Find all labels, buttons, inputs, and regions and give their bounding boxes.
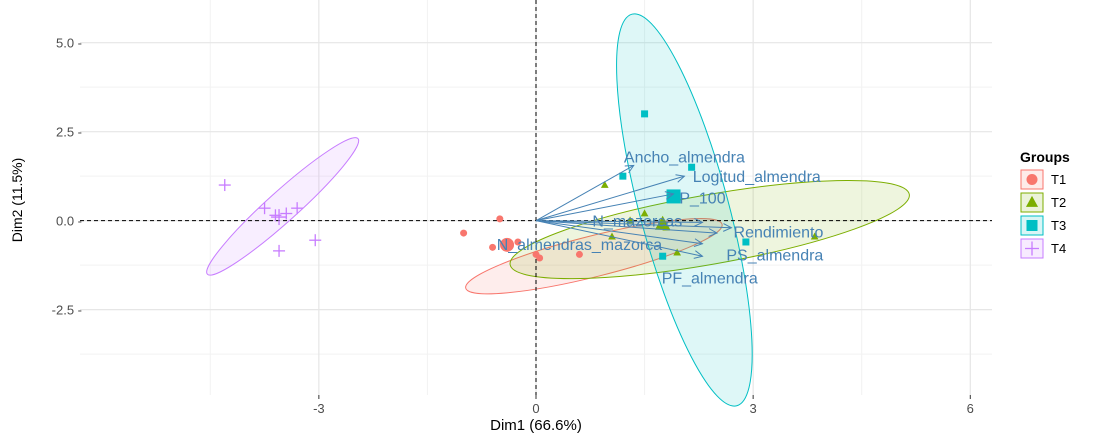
x-axis-title: Dim1 (66.6%) xyxy=(490,417,582,434)
point-t1 xyxy=(575,250,583,258)
legend-label: T2 xyxy=(1051,195,1066,210)
variable-arrows xyxy=(535,164,733,259)
ellipse-t4 xyxy=(206,137,360,276)
legend-title: Groups xyxy=(1020,149,1070,165)
legend-marker xyxy=(1026,174,1038,185)
point-t1 xyxy=(536,254,544,262)
label-n_mazorcas: N_mazorcas xyxy=(592,214,682,231)
group-mean-t1 xyxy=(500,237,515,252)
legend-item-t4: T4 xyxy=(1020,238,1066,259)
x-tick-label: 3 xyxy=(750,401,757,416)
point-t2 xyxy=(640,209,649,217)
point-t3 xyxy=(619,172,627,180)
point-t3 xyxy=(659,252,667,260)
point-t4 xyxy=(291,202,304,215)
label-n_almendras_mazorca: N_almendras_mazorca xyxy=(497,237,663,254)
legend-item-t1: T1 xyxy=(1020,169,1066,190)
legend-label: T1 xyxy=(1051,172,1066,187)
legend-items: T1 T2 T3 T4 xyxy=(1020,169,1066,259)
y-tick-label: 2.5 - xyxy=(56,125,82,140)
label-pf_almendra: PF_almendra xyxy=(662,271,758,288)
variable-labels: Ancho_almendra Logitud_almendra P_100 N_maz… xyxy=(497,150,824,288)
x-tick-label: -3 xyxy=(313,401,325,416)
legend-item-t3: T3 xyxy=(1020,215,1066,236)
legend-marker xyxy=(1025,241,1039,256)
legend-marker xyxy=(1025,195,1039,207)
group-mean-t4 xyxy=(271,209,288,226)
group-mean-t2 xyxy=(654,215,671,230)
arrow-rendimiento xyxy=(535,220,733,232)
y-tick-label: 5.0 - xyxy=(56,36,82,51)
point-t2 xyxy=(810,232,819,240)
y-tick-label: -2.5 - xyxy=(52,303,82,318)
arrow-p_100 xyxy=(535,191,675,222)
legend: Groups T1 T2 T3 T4 xyxy=(1020,149,1070,259)
point-t3 xyxy=(641,110,649,118)
legend-marker xyxy=(1026,220,1038,231)
legend-label: T3 xyxy=(1051,218,1066,233)
label-rendimiento: Rendimiento xyxy=(734,224,824,241)
arrow-logitud_almendra xyxy=(535,174,686,222)
legend-item-t2: T2 xyxy=(1020,192,1066,213)
label-logitud_almendra: Logitud_almendra xyxy=(693,169,821,186)
arrow-ancho_almendra xyxy=(535,164,635,222)
y-axis-title: Dim2 (11.5%) xyxy=(9,158,25,243)
point-t2 xyxy=(673,248,681,256)
point-t1 xyxy=(514,238,522,246)
x-tick-label: 0 xyxy=(532,401,539,416)
legend-label: T4 xyxy=(1051,241,1066,256)
point-t4 xyxy=(309,234,322,247)
arrow-n_mazorcas xyxy=(535,217,704,227)
arrow-pf_almendra xyxy=(535,220,704,259)
point-t3 xyxy=(742,238,750,246)
y-tick-label: 0.0 - xyxy=(56,214,82,229)
point-t1 xyxy=(460,229,468,237)
point-t1 xyxy=(496,215,504,223)
label-ancho_almendra: Ancho_almendra xyxy=(624,150,745,167)
axis-layer: -3 0 3 6 -2.5 - 0.0 - 2.5 - 5.0 - xyxy=(52,36,974,416)
point-t1 xyxy=(489,243,497,251)
arrow-ps_almendra xyxy=(535,220,704,247)
point-t4 xyxy=(258,202,271,215)
label-ps_almendra: PS_almendra xyxy=(726,247,823,264)
arrow-n_almendras_mazorca xyxy=(535,220,719,237)
x-tick-label: 6 xyxy=(967,401,974,416)
point-t4 xyxy=(218,179,231,192)
point-t4 xyxy=(273,244,286,257)
point-t2 xyxy=(600,180,609,188)
point-t3 xyxy=(688,163,696,171)
label-p_100: P_100 xyxy=(679,191,725,208)
